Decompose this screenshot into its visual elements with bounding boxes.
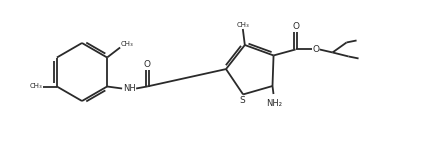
Text: S: S (239, 96, 245, 105)
Text: CH₃: CH₃ (121, 41, 134, 46)
Text: O: O (313, 45, 320, 54)
Text: NH: NH (123, 84, 136, 93)
Text: CH₃: CH₃ (29, 83, 42, 90)
Text: O: O (292, 22, 299, 32)
Text: NH₂: NH₂ (267, 99, 283, 108)
Text: CH₃: CH₃ (236, 22, 249, 28)
Text: O: O (143, 59, 151, 69)
